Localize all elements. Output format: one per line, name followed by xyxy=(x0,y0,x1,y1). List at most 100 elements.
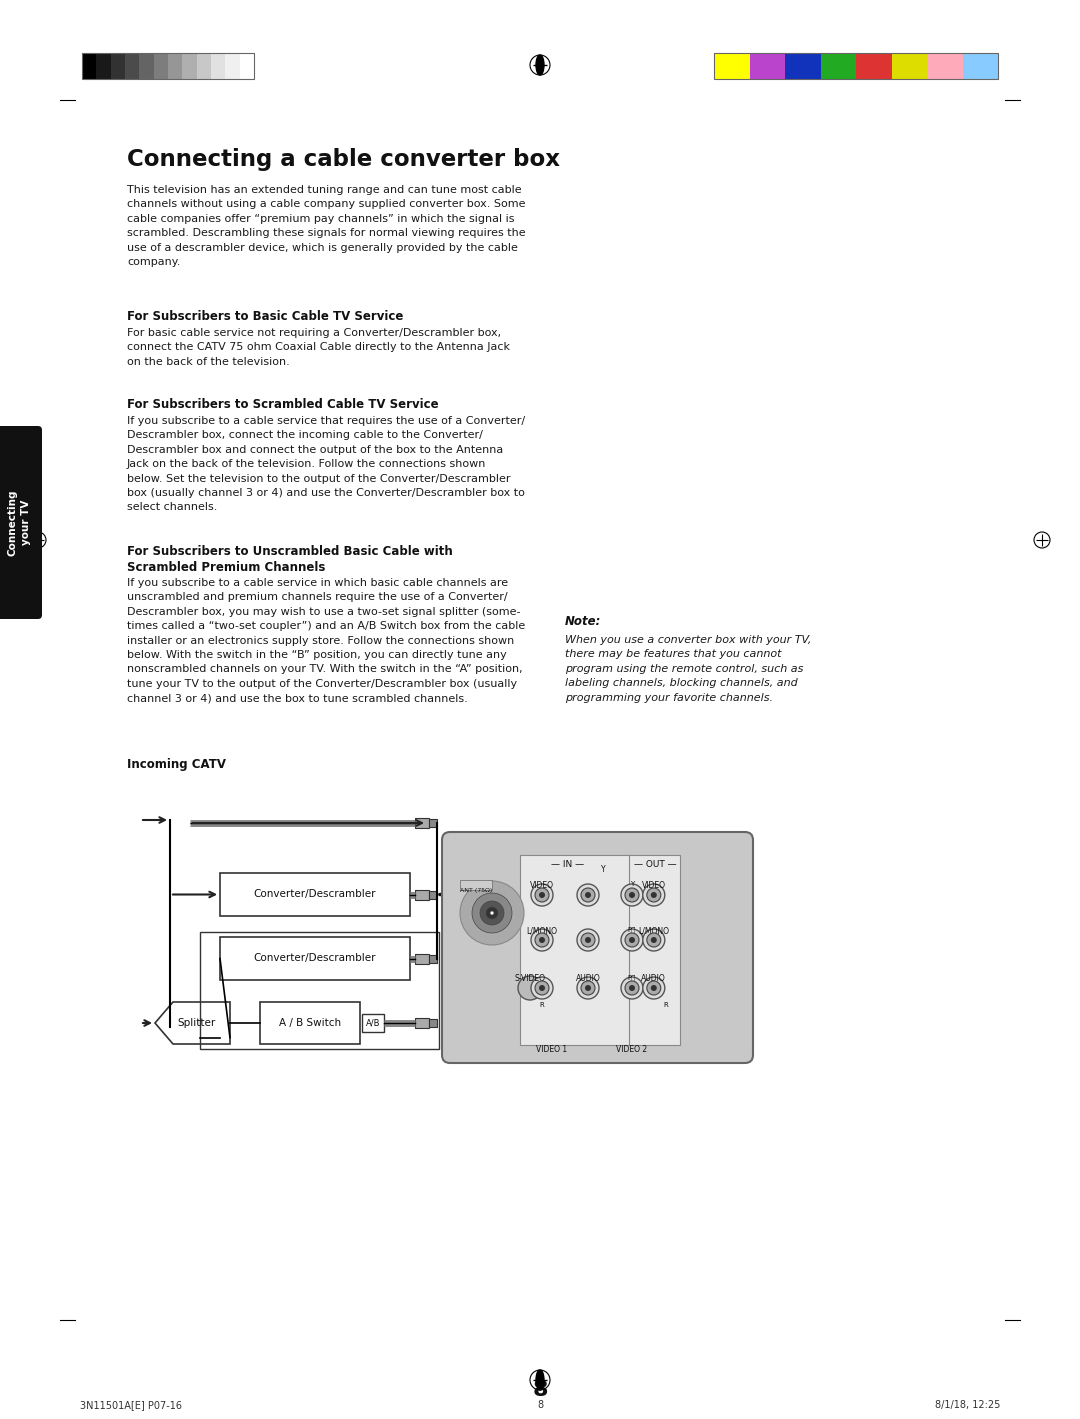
Bar xyxy=(714,53,998,79)
Bar xyxy=(220,873,410,917)
Circle shape xyxy=(577,978,599,999)
Text: L/MONO: L/MONO xyxy=(638,927,670,935)
Bar xyxy=(460,880,492,890)
Text: L/MONO: L/MONO xyxy=(527,927,557,935)
Circle shape xyxy=(651,937,657,944)
Circle shape xyxy=(651,893,657,898)
Text: 3N11501A[E] P07-16: 3N11501A[E] P07-16 xyxy=(80,1401,183,1410)
Text: Y: Y xyxy=(630,881,634,887)
Circle shape xyxy=(647,981,661,995)
Circle shape xyxy=(535,934,549,946)
Bar xyxy=(139,53,153,79)
Bar xyxy=(82,53,96,79)
Bar xyxy=(240,53,254,79)
Circle shape xyxy=(577,884,599,905)
Text: When you use a converter box with your TV,
there may be features that you cannot: When you use a converter box with your T… xyxy=(565,634,811,702)
Text: For basic cable service not requiring a Converter/Descrambler box,
connect the C: For basic cable service not requiring a … xyxy=(127,328,510,366)
Text: VIDEO: VIDEO xyxy=(530,881,554,890)
Text: For Subscribers to Unscrambled Basic Cable with
Scrambled Premium Channels: For Subscribers to Unscrambled Basic Cab… xyxy=(127,545,453,575)
Bar xyxy=(197,53,211,79)
Text: 8: 8 xyxy=(537,1401,543,1410)
Text: — OUT —: — OUT — xyxy=(634,860,676,868)
Bar xyxy=(962,53,998,79)
Text: If you subscribe to a cable service that requires the use of a Converter/
Descra: If you subscribe to a cable service that… xyxy=(127,416,525,512)
Text: Y: Y xyxy=(600,866,606,874)
Text: Converter/Descrambler: Converter/Descrambler xyxy=(254,890,376,900)
Text: VIDEO 1: VIDEO 1 xyxy=(537,1044,568,1054)
Circle shape xyxy=(625,981,639,995)
Bar xyxy=(110,53,125,79)
Text: P⬬: P⬬ xyxy=(627,927,636,932)
Bar xyxy=(821,53,856,79)
Bar xyxy=(415,954,429,964)
Bar xyxy=(220,937,410,981)
Polygon shape xyxy=(156,1002,230,1044)
Circle shape xyxy=(651,985,657,990)
Text: A / B Switch: A / B Switch xyxy=(279,1017,341,1027)
Bar xyxy=(200,932,438,1049)
Circle shape xyxy=(518,976,542,1000)
Text: R: R xyxy=(663,1002,669,1007)
Bar xyxy=(891,53,927,79)
Circle shape xyxy=(581,981,595,995)
Text: 8: 8 xyxy=(532,1381,548,1401)
Text: VIDEO: VIDEO xyxy=(642,881,665,890)
Bar xyxy=(429,1019,437,1027)
Circle shape xyxy=(629,893,635,898)
Bar xyxy=(714,53,750,79)
Circle shape xyxy=(643,929,665,951)
Circle shape xyxy=(581,888,595,902)
Bar xyxy=(429,891,437,898)
Text: Splitter: Splitter xyxy=(178,1017,216,1027)
Text: For Subscribers to Basic Cable TV Service: For Subscribers to Basic Cable TV Servic… xyxy=(127,309,403,324)
Bar xyxy=(96,53,110,79)
Circle shape xyxy=(585,893,591,898)
Bar xyxy=(82,53,254,79)
Bar xyxy=(362,1015,384,1032)
Bar xyxy=(125,53,139,79)
Bar xyxy=(183,53,197,79)
Text: P⬭: P⬭ xyxy=(627,973,636,981)
Circle shape xyxy=(647,934,661,946)
Circle shape xyxy=(472,893,512,934)
Text: — IN —: — IN — xyxy=(552,860,584,868)
Bar xyxy=(429,955,437,962)
Text: Connecting a cable converter box: Connecting a cable converter box xyxy=(127,148,561,172)
Bar xyxy=(226,53,240,79)
Bar xyxy=(429,819,437,827)
Ellipse shape xyxy=(536,55,544,75)
Text: AUDIO: AUDIO xyxy=(576,973,600,983)
Circle shape xyxy=(539,893,545,898)
Circle shape xyxy=(531,978,553,999)
Text: AUDIO: AUDIO xyxy=(642,973,666,983)
Circle shape xyxy=(539,985,545,990)
Bar xyxy=(415,817,429,829)
Bar xyxy=(153,53,168,79)
Text: S-VIDEO: S-VIDEO xyxy=(514,973,545,983)
Circle shape xyxy=(643,884,665,905)
Circle shape xyxy=(629,937,635,944)
Text: ANT (75Ω): ANT (75Ω) xyxy=(460,888,492,893)
Circle shape xyxy=(531,929,553,951)
Text: Connecting
your TV: Connecting your TV xyxy=(6,490,31,556)
Bar xyxy=(785,53,821,79)
Bar xyxy=(927,53,962,79)
Bar xyxy=(260,1002,360,1044)
Circle shape xyxy=(535,981,549,995)
Circle shape xyxy=(531,884,553,905)
Circle shape xyxy=(625,934,639,946)
Text: Note:: Note: xyxy=(565,614,602,629)
Circle shape xyxy=(486,907,498,920)
Bar xyxy=(750,53,785,79)
Circle shape xyxy=(460,881,524,945)
Circle shape xyxy=(490,911,494,915)
Ellipse shape xyxy=(536,1369,544,1391)
Circle shape xyxy=(629,985,635,990)
Circle shape xyxy=(625,888,639,902)
Bar xyxy=(519,856,680,1044)
Circle shape xyxy=(539,937,545,944)
Bar xyxy=(415,1017,429,1027)
Circle shape xyxy=(621,978,643,999)
FancyBboxPatch shape xyxy=(0,426,42,619)
FancyBboxPatch shape xyxy=(442,832,753,1063)
